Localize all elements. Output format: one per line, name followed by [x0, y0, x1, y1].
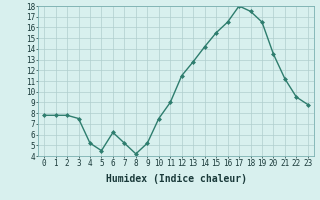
X-axis label: Humidex (Indice chaleur): Humidex (Indice chaleur)	[106, 174, 246, 184]
